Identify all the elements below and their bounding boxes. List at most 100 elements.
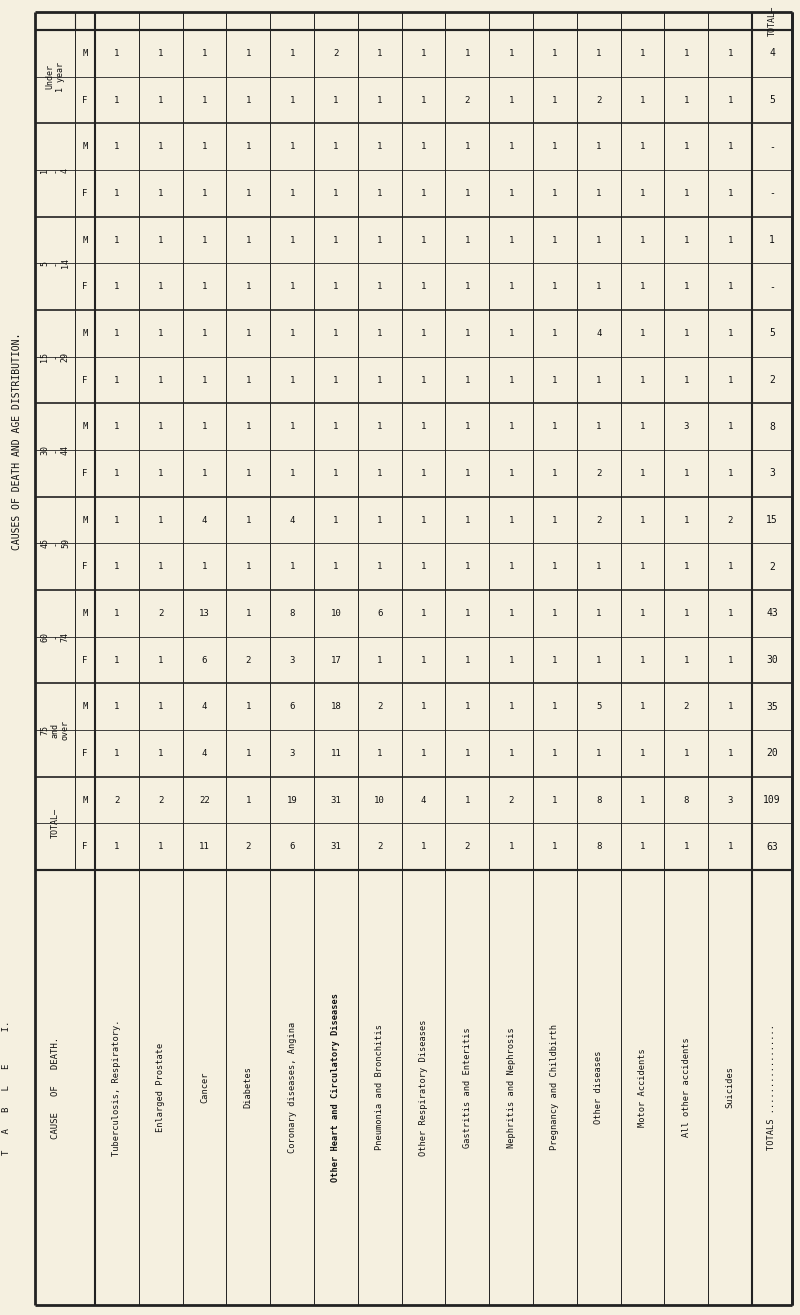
Text: Other Heart and Circulatory Diseases: Other Heart and Circulatory Diseases [331, 993, 341, 1182]
Text: 1: 1 [465, 469, 470, 477]
Text: 1: 1 [640, 842, 645, 851]
Text: Pregnancy and Childbirth: Pregnancy and Childbirth [550, 1024, 559, 1151]
Text: 3: 3 [290, 655, 294, 664]
Text: 1: 1 [727, 142, 733, 151]
Text: 2: 2 [596, 469, 602, 477]
Text: 1: 1 [465, 376, 470, 384]
Text: 8: 8 [290, 609, 294, 618]
Text: 1: 1 [246, 748, 251, 757]
Text: 30: 30 [766, 655, 778, 665]
Text: 8: 8 [596, 796, 602, 805]
Text: 2: 2 [158, 609, 163, 618]
Text: CAUSES OF DEATH AND AGE DISTRIBUTION.: CAUSES OF DEATH AND AGE DISTRIBUTION. [12, 333, 22, 550]
Text: 3: 3 [769, 468, 775, 479]
Text: 1: 1 [114, 422, 119, 431]
Text: 1: 1 [290, 283, 294, 291]
Text: 30
-
44: 30 - 44 [40, 444, 70, 455]
Text: Motor Accidents: Motor Accidents [638, 1048, 647, 1127]
Text: 1: 1 [377, 469, 382, 477]
Text: 1: 1 [465, 235, 470, 245]
Text: 1: 1 [727, 376, 733, 384]
Text: 1: 1 [114, 469, 119, 477]
Text: 1: 1 [552, 842, 558, 851]
Text: 1: 1 [202, 283, 207, 291]
Text: 1: 1 [246, 329, 251, 338]
Text: TOTALS .................: TOTALS ................. [767, 1024, 777, 1151]
Text: 1: 1 [465, 748, 470, 757]
Text: 1: 1 [552, 283, 558, 291]
Text: 1: 1 [684, 842, 689, 851]
Text: 2: 2 [377, 842, 382, 851]
Text: M: M [82, 49, 88, 58]
Text: 13: 13 [199, 609, 210, 618]
Text: 1: 1 [334, 469, 338, 477]
Text: 1: 1 [334, 376, 338, 384]
Text: Pneumonia and Bronchitis: Pneumonia and Bronchitis [375, 1024, 384, 1151]
Text: 15
-
29: 15 - 29 [40, 351, 70, 362]
Text: 1: 1 [552, 142, 558, 151]
Text: 1: 1 [552, 563, 558, 571]
Text: 1: 1 [158, 515, 163, 525]
Text: 1: 1 [684, 376, 689, 384]
Text: 18: 18 [330, 702, 342, 711]
Text: Diabetes: Diabetes [244, 1066, 253, 1109]
Text: 1: 1 [509, 376, 514, 384]
Text: 1: 1 [509, 748, 514, 757]
Text: F: F [82, 655, 88, 664]
Text: 1: 1 [596, 189, 602, 197]
Text: 1: 1 [596, 283, 602, 291]
Text: 2: 2 [465, 96, 470, 104]
Text: 109: 109 [763, 796, 781, 805]
Text: 1: 1 [640, 235, 645, 245]
Text: 1: 1 [114, 329, 119, 338]
Text: 2: 2 [684, 702, 689, 711]
Text: F: F [82, 469, 88, 477]
Text: 1: 1 [727, 655, 733, 664]
Text: 22: 22 [199, 796, 210, 805]
Text: 4: 4 [202, 515, 207, 525]
Text: 1: 1 [465, 563, 470, 571]
Text: 6: 6 [377, 609, 382, 618]
Text: 1: 1 [377, 96, 382, 104]
Text: 1: 1 [158, 563, 163, 571]
Text: 5: 5 [769, 95, 775, 105]
Text: 1: 1 [596, 235, 602, 245]
Text: 1: 1 [377, 422, 382, 431]
Text: 1: 1 [640, 96, 645, 104]
Text: 1: 1 [158, 142, 163, 151]
Text: 1: 1 [421, 96, 426, 104]
Text: 1: 1 [727, 469, 733, 477]
Text: 1: 1 [377, 283, 382, 291]
Text: 1: 1 [727, 609, 733, 618]
Text: 1: 1 [246, 283, 251, 291]
Text: 4: 4 [769, 49, 775, 58]
Text: 1: 1 [465, 49, 470, 58]
Text: F: F [82, 748, 88, 757]
Text: 1: 1 [727, 563, 733, 571]
Text: 1: 1 [421, 748, 426, 757]
Text: 11: 11 [199, 842, 210, 851]
Text: 1: 1 [640, 469, 645, 477]
Text: 11: 11 [330, 748, 342, 757]
Text: 1: 1 [727, 702, 733, 711]
Text: 1: 1 [509, 96, 514, 104]
Text: 1: 1 [552, 748, 558, 757]
Text: Cancer: Cancer [200, 1072, 209, 1103]
Text: M: M [82, 142, 88, 151]
Text: 1: 1 [377, 376, 382, 384]
Text: 1: 1 [114, 563, 119, 571]
Text: 1: 1 [465, 422, 470, 431]
Text: 1: 1 [158, 422, 163, 431]
Text: 60
-
74: 60 - 74 [40, 631, 70, 642]
Text: 63: 63 [766, 842, 778, 852]
Text: 2: 2 [727, 515, 733, 525]
Text: 1: 1 [158, 49, 163, 58]
Text: 1: 1 [640, 609, 645, 618]
Text: 2: 2 [509, 796, 514, 805]
Text: 1: 1 [596, 609, 602, 618]
Text: 1
-
4: 1 - 4 [40, 167, 70, 172]
Text: 5: 5 [769, 329, 775, 338]
Text: M: M [82, 235, 88, 245]
Text: 1: 1 [114, 748, 119, 757]
Text: 1: 1 [727, 49, 733, 58]
